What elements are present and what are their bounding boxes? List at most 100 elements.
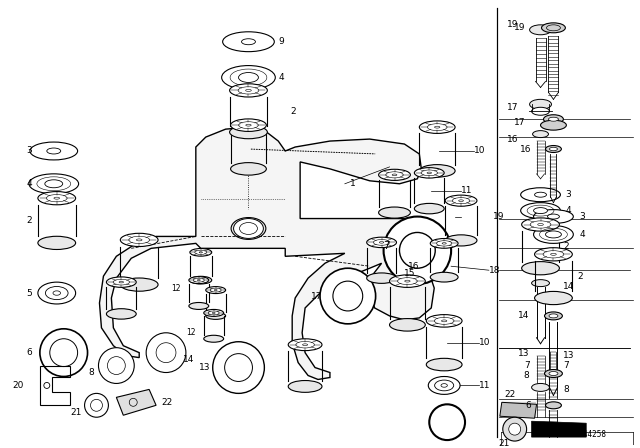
Ellipse shape [246, 90, 252, 91]
Text: 19: 19 [493, 212, 504, 221]
Ellipse shape [543, 115, 563, 124]
Text: 11: 11 [461, 186, 472, 195]
Circle shape [503, 417, 527, 441]
Ellipse shape [38, 282, 76, 304]
Ellipse shape [54, 197, 60, 199]
Ellipse shape [189, 277, 209, 284]
Ellipse shape [246, 124, 251, 126]
Text: 13: 13 [563, 351, 575, 360]
Ellipse shape [550, 253, 556, 255]
Ellipse shape [441, 383, 447, 387]
Ellipse shape [212, 312, 215, 314]
Circle shape [383, 216, 451, 284]
Text: 2: 2 [26, 216, 32, 225]
Text: 14: 14 [518, 311, 530, 320]
Ellipse shape [288, 380, 322, 392]
Ellipse shape [106, 277, 136, 287]
Ellipse shape [190, 276, 212, 284]
Ellipse shape [379, 207, 410, 218]
Ellipse shape [47, 148, 61, 154]
Ellipse shape [414, 168, 444, 178]
Text: 22: 22 [161, 398, 172, 407]
Ellipse shape [230, 163, 266, 175]
Text: 15: 15 [404, 269, 416, 278]
Ellipse shape [521, 188, 561, 202]
Text: 13: 13 [518, 349, 530, 358]
Text: 16: 16 [520, 145, 532, 154]
Ellipse shape [549, 371, 558, 375]
Ellipse shape [204, 335, 223, 342]
Ellipse shape [30, 142, 77, 160]
Ellipse shape [545, 231, 561, 238]
Ellipse shape [205, 312, 226, 319]
Text: 1: 1 [350, 179, 356, 188]
Text: 4: 4 [26, 179, 32, 188]
Ellipse shape [367, 273, 397, 284]
Ellipse shape [548, 117, 559, 121]
Ellipse shape [303, 344, 308, 345]
Ellipse shape [120, 278, 158, 291]
Text: 2: 2 [290, 107, 296, 116]
Ellipse shape [430, 238, 458, 248]
Text: 19: 19 [507, 20, 518, 29]
Text: 9: 9 [278, 37, 284, 46]
Ellipse shape [435, 126, 440, 128]
Text: 11: 11 [479, 381, 490, 390]
Ellipse shape [38, 192, 76, 205]
Ellipse shape [541, 23, 565, 33]
Ellipse shape [530, 99, 552, 109]
Ellipse shape [534, 207, 547, 214]
Ellipse shape [419, 121, 455, 134]
Ellipse shape [549, 314, 558, 318]
Text: 3: 3 [26, 146, 32, 155]
Circle shape [40, 329, 88, 376]
Ellipse shape [390, 319, 426, 331]
Ellipse shape [29, 174, 79, 194]
Ellipse shape [404, 280, 410, 282]
Text: 10: 10 [479, 338, 490, 347]
Ellipse shape [120, 233, 158, 246]
Ellipse shape [419, 164, 455, 177]
Polygon shape [500, 402, 536, 418]
Ellipse shape [534, 291, 572, 305]
Ellipse shape [205, 287, 226, 293]
Circle shape [146, 333, 186, 373]
Text: 8: 8 [563, 385, 569, 394]
Text: 16: 16 [408, 262, 419, 271]
Ellipse shape [288, 339, 322, 351]
Ellipse shape [392, 174, 397, 176]
Text: 7: 7 [524, 361, 530, 370]
Ellipse shape [534, 192, 547, 197]
Text: 13: 13 [199, 363, 211, 372]
Ellipse shape [214, 289, 217, 291]
Text: 21: 21 [70, 408, 81, 417]
Ellipse shape [204, 310, 223, 316]
Text: 3: 3 [565, 190, 571, 199]
Ellipse shape [241, 39, 255, 45]
Polygon shape [99, 127, 435, 379]
Ellipse shape [231, 218, 266, 239]
Ellipse shape [414, 203, 444, 214]
Ellipse shape [234, 219, 264, 238]
Text: 14: 14 [183, 355, 195, 364]
Circle shape [99, 348, 134, 383]
Polygon shape [116, 389, 156, 415]
Ellipse shape [136, 239, 142, 241]
Ellipse shape [428, 376, 460, 394]
Ellipse shape [430, 272, 458, 282]
Ellipse shape [189, 302, 209, 310]
Text: 00144258: 00144258 [570, 430, 607, 439]
Text: 12: 12 [172, 284, 181, 293]
Ellipse shape [230, 125, 268, 139]
Polygon shape [532, 421, 586, 437]
Ellipse shape [45, 180, 63, 188]
Text: 2: 2 [577, 271, 583, 280]
Text: 5: 5 [26, 289, 32, 297]
Ellipse shape [230, 84, 268, 97]
Ellipse shape [239, 73, 259, 82]
Text: 4: 4 [278, 73, 284, 82]
Ellipse shape [532, 280, 550, 287]
Text: 12: 12 [186, 328, 196, 337]
Text: 17: 17 [310, 292, 322, 301]
Text: 14: 14 [563, 282, 575, 291]
